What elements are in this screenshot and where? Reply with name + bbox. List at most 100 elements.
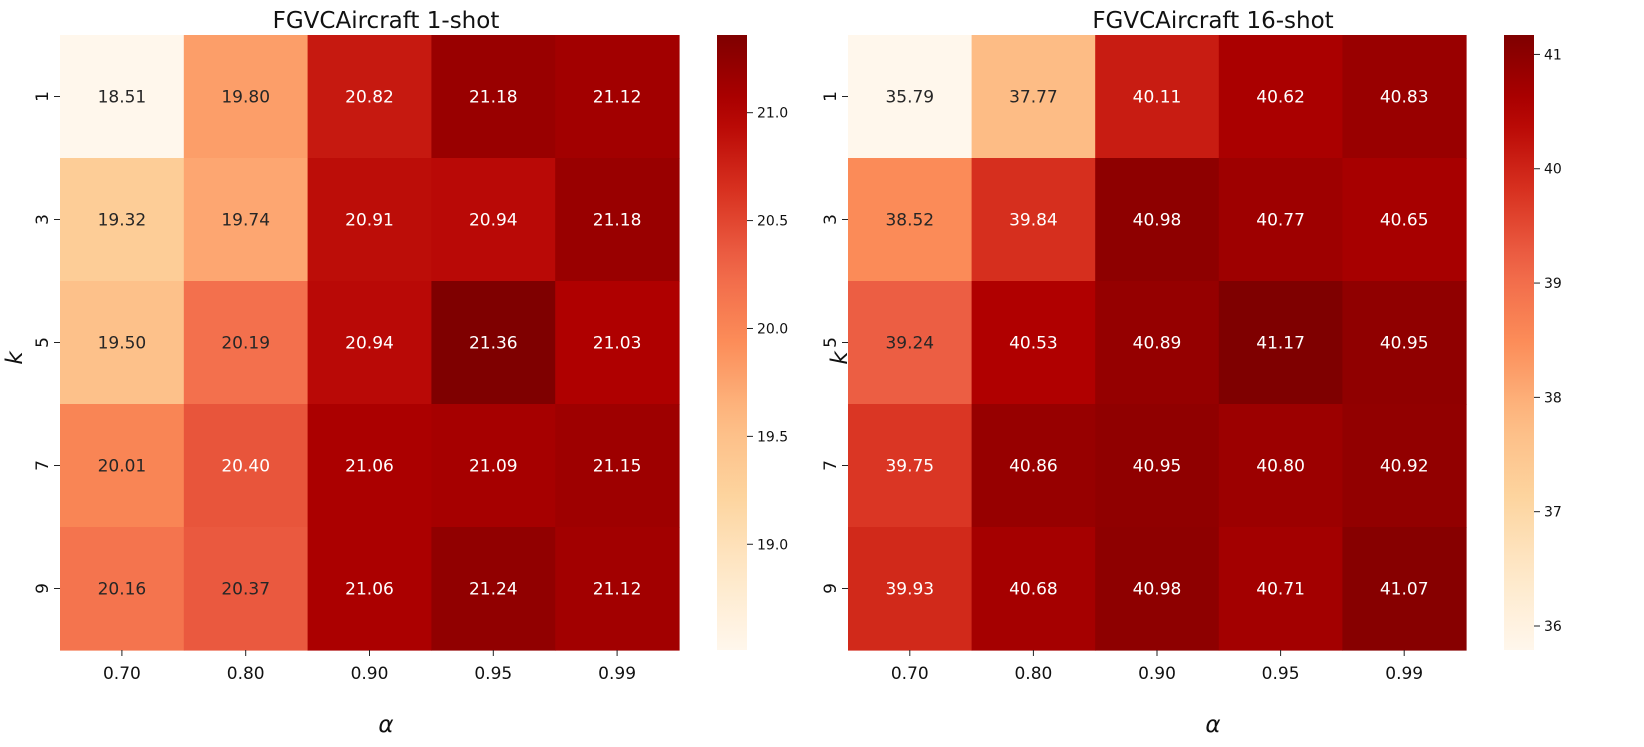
x-axis-label: α <box>378 712 393 738</box>
cell-value-label: 40.77 <box>1256 211 1305 231</box>
heatmap-cell <box>971 158 1096 282</box>
y-axis-label: k <box>827 350 853 365</box>
colorbar-tick-label: 39 <box>1544 276 1562 292</box>
chart-title: FGVCAircraft 1-shot <box>273 8 500 34</box>
heatmap-cell <box>848 158 973 282</box>
colorbar-tick-label: 19.5 <box>757 429 788 445</box>
x-axis-label: α <box>1205 712 1220 738</box>
heatmap-cell <box>1095 404 1220 528</box>
colorbar: 19.0 19.5 20.0 20.5 21.0 <box>717 35 788 650</box>
heatmap-cell <box>848 281 973 405</box>
x-axis-ticks: 0.70 0.80 0.90 0.95 0.99 <box>891 650 1423 684</box>
heatmap-cell <box>848 527 973 651</box>
colorbar-gradient <box>1504 35 1534 650</box>
x-tick-label: 0.70 <box>103 664 141 684</box>
cell-value-label: 19.74 <box>221 211 270 231</box>
heatmap-cell <box>1342 527 1467 651</box>
cell-value-label: 40.65 <box>1380 211 1429 231</box>
colorbar-tick-label: 40 <box>1544 162 1562 178</box>
cell-value-label: 40.86 <box>1009 457 1058 477</box>
heatmap-cell <box>183 527 309 651</box>
heatmap-cell <box>555 281 680 405</box>
heatmap-cell <box>307 281 432 405</box>
cell-value-label: 21.12 <box>593 580 642 600</box>
cell-value-label: 21.18 <box>469 88 518 108</box>
cell-value-label: 19.50 <box>98 334 147 354</box>
heatmap-cell <box>971 404 1096 528</box>
x-tick-label: 0.99 <box>1385 664 1423 684</box>
y-tick-label: 1 <box>33 91 53 102</box>
heatmap-cell <box>431 35 556 159</box>
x-tick-label: 0.95 <box>474 664 512 684</box>
cell-value-label: 21.24 <box>469 580 518 600</box>
cell-value-label: 35.79 <box>885 88 934 108</box>
cell-value-label: 18.51 <box>98 88 147 108</box>
cell-value-label: 40.92 <box>1380 457 1429 477</box>
cell-value-label: 20.82 <box>345 88 394 108</box>
x-tick-label: 0.90 <box>351 664 389 684</box>
heatmap-cell <box>555 158 680 282</box>
cell-value-label: 40.89 <box>1133 334 1182 354</box>
heatmap-cell <box>307 35 432 159</box>
heatmap-cell <box>431 158 556 282</box>
heatmap-cell <box>60 158 185 282</box>
heatmap-cell <box>307 158 432 282</box>
heatmap-cell <box>60 404 185 528</box>
cell-value-label: 20.91 <box>345 211 394 231</box>
heatmap-cell <box>431 281 556 405</box>
heatmap-cell <box>555 35 680 159</box>
cell-value-label: 40.80 <box>1256 457 1305 477</box>
cell-value-label: 21.06 <box>345 580 394 600</box>
cell-value-label: 21.03 <box>593 334 642 354</box>
heatmap-cell <box>848 404 973 528</box>
cell-value-label: 39.24 <box>885 334 934 354</box>
cell-value-label: 21.09 <box>469 457 518 477</box>
y-tick-label: 3 <box>821 214 841 225</box>
heatmap-cell <box>971 281 1096 405</box>
cell-value-label: 21.18 <box>593 211 642 231</box>
cell-value-label: 40.62 <box>1256 88 1305 108</box>
heatmap-cell <box>183 281 309 405</box>
x-tick-label: 0.95 <box>1262 664 1300 684</box>
chart-title: FGVCAircraft 16-shot <box>1092 8 1333 34</box>
colorbar-tick-label: 37 <box>1544 505 1562 521</box>
heatmap-cell <box>1095 527 1220 651</box>
y-tick-label: 9 <box>33 583 53 594</box>
y-axis-ticks: 1 3 5 7 9 <box>821 91 848 594</box>
y-axis-label: k <box>2 350 28 365</box>
heatmap-cell <box>60 281 185 405</box>
cell-value-label: 39.93 <box>885 580 934 600</box>
colorbar-tick-label: 36 <box>1544 619 1562 635</box>
cell-value-label: 38.52 <box>885 211 934 231</box>
heatmap-cell <box>60 527 185 651</box>
heatmap-cell <box>848 35 973 159</box>
x-tick-label: 0.80 <box>227 664 265 684</box>
y-tick-label: 9 <box>821 583 841 594</box>
heatmap-panel-16shot: FGVCAircraft 16-shot 35.79 37.77 40.11 40.6… <box>821 8 1562 738</box>
heatmap-cells: 35.79 37.77 40.11 40.62 40.83 38.52 39.84 40.98… <box>848 35 1467 651</box>
cell-value-label: 37.77 <box>1009 88 1058 108</box>
cell-value-label: 40.98 <box>1133 580 1182 600</box>
heatmap-cell <box>971 527 1096 651</box>
heatmap-panel-1shot: FGVCAircraft 1-shot 18.51 19.80 20.82 21.18… <box>2 8 788 738</box>
cell-value-label: 19.32 <box>98 211 147 231</box>
x-tick-label: 0.99 <box>598 664 636 684</box>
heatmap-cell <box>1095 158 1220 282</box>
heatmap-cell <box>1218 527 1343 651</box>
cell-value-label: 20.94 <box>345 334 394 354</box>
x-axis-ticks: 0.70 0.80 0.90 0.95 0.99 <box>103 650 636 684</box>
heatmap-cell <box>183 35 309 159</box>
heatmap-cell <box>307 527 432 651</box>
heatmap-cell <box>60 35 185 159</box>
heatmap-cells: 18.51 19.80 20.82 21.18 21.12 19.32 19.74 20.91… <box>60 35 680 651</box>
cell-value-label: 20.37 <box>221 580 270 600</box>
cell-value-label: 40.53 <box>1009 334 1058 354</box>
heatmap-cell <box>183 404 309 528</box>
cell-value-label: 40.98 <box>1133 211 1182 231</box>
y-tick-label: 1 <box>821 91 841 102</box>
heatmap-cell <box>1095 281 1220 405</box>
colorbar-tick-label: 20.0 <box>757 321 788 337</box>
y-tick-label: 7 <box>33 460 53 471</box>
heatmap-cell <box>1095 35 1220 159</box>
heatmap-cell <box>555 404 680 528</box>
